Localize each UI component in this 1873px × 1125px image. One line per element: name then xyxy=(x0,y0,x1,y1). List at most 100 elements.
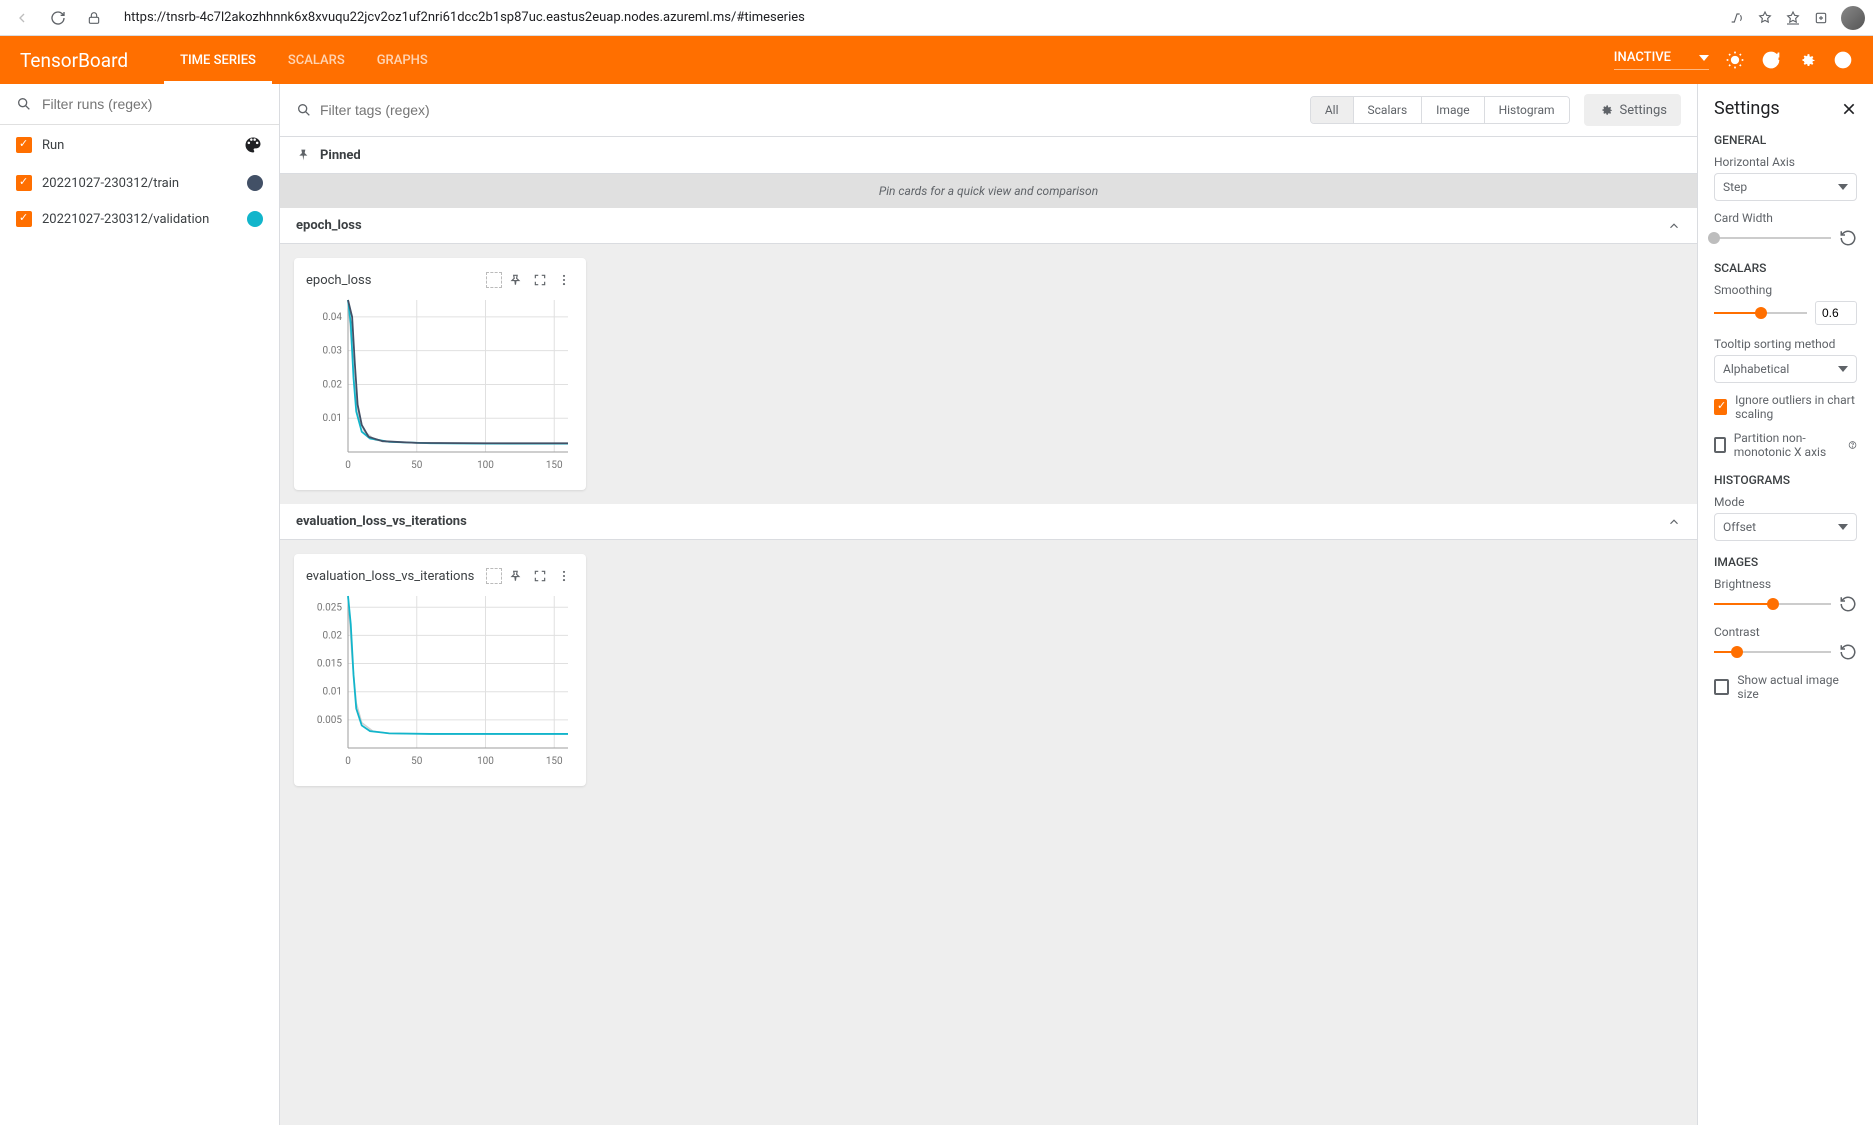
pinned-label: Pinned xyxy=(320,148,361,163)
runs-search-row xyxy=(0,84,279,125)
svg-text:0.01: 0.01 xyxy=(323,413,343,424)
palette-icon[interactable] xyxy=(243,135,263,155)
svg-text:0.04: 0.04 xyxy=(323,312,343,323)
run-row[interactable]: 20221027-230312/validation xyxy=(0,201,279,237)
mode-select[interactable]: Offset xyxy=(1714,513,1857,541)
fullscreen-icon[interactable] xyxy=(530,566,550,586)
hax-label: Horizontal Axis xyxy=(1714,155,1857,169)
brightness-slider[interactable] xyxy=(1714,603,1831,605)
run-row[interactable]: Run xyxy=(0,125,279,165)
svg-text:0.02: 0.02 xyxy=(323,379,343,390)
site-info-icon[interactable] xyxy=(80,4,108,32)
chevron-up-icon xyxy=(1667,515,1681,529)
section-title: epoch_loss xyxy=(296,218,362,233)
read-aloud-icon[interactable] xyxy=(1729,10,1745,26)
app-title: TensorBoard xyxy=(20,49,128,72)
fullscreen-icon[interactable] xyxy=(530,270,550,290)
run-color-dot[interactable] xyxy=(247,211,263,227)
chevron-down-icon xyxy=(1699,55,1709,61)
tag-pill-image[interactable]: Image xyxy=(1422,97,1484,123)
fit-icon[interactable] xyxy=(486,272,502,288)
nav-tab-graphs[interactable]: GRAPHS xyxy=(361,36,444,84)
pin-icon xyxy=(296,147,312,163)
hax-select[interactable]: Step xyxy=(1714,173,1857,201)
browser-reload-button[interactable] xyxy=(44,4,72,32)
histograms-section-label: HISTOGRAMS xyxy=(1714,473,1857,487)
tags-search-input[interactable] xyxy=(320,102,520,118)
nav-tab-scalars[interactable]: SCALARS xyxy=(272,36,361,84)
run-name: 20221027-230312/validation xyxy=(42,212,237,227)
partition-checkbox[interactable]: Partition non-monotonic X axis xyxy=(1714,431,1857,459)
images-section-label: IMAGES xyxy=(1714,555,1857,569)
collections-icon[interactable] xyxy=(1813,10,1829,26)
run-color-dot[interactable] xyxy=(247,175,263,191)
svg-text:0.02: 0.02 xyxy=(323,630,343,641)
card-width-slider[interactable] xyxy=(1714,237,1831,239)
runs-search-input[interactable] xyxy=(42,96,263,112)
pin-icon[interactable] xyxy=(506,566,526,586)
svg-text:0.03: 0.03 xyxy=(323,346,343,357)
run-name: 20221027-230312/train xyxy=(42,176,237,191)
close-icon[interactable] xyxy=(1841,101,1857,117)
search-icon xyxy=(296,102,312,118)
profile-avatar[interactable] xyxy=(1841,6,1865,30)
settings-gear-icon[interactable] xyxy=(1797,50,1817,70)
chart-card: evaluation_loss_vs_iterations 0501001500… xyxy=(294,554,586,786)
pin-hint-text: Pin cards for a quick view and compariso… xyxy=(280,174,1697,208)
help-icon[interactable] xyxy=(1833,50,1853,70)
smoothing-label: Smoothing xyxy=(1714,283,1857,297)
svg-text:50: 50 xyxy=(411,460,423,471)
svg-text:50: 50 xyxy=(411,756,423,767)
pinned-section-header: Pinned xyxy=(280,137,1697,174)
tooltip-sort-select[interactable]: Alphabetical xyxy=(1714,355,1857,383)
run-row[interactable]: 20221027-230312/train xyxy=(0,165,279,201)
svg-text:0: 0 xyxy=(345,460,351,471)
section-header[interactable]: evaluation_loss_vs_iterations xyxy=(280,504,1697,540)
refresh-icon[interactable] xyxy=(1761,50,1781,70)
status-dropdown[interactable]: INACTIVE xyxy=(1614,50,1709,70)
more-icon[interactable] xyxy=(554,270,574,290)
gear-icon xyxy=(1598,102,1614,118)
section-title: evaluation_loss_vs_iterations xyxy=(296,514,467,529)
run-checkbox[interactable] xyxy=(16,137,32,153)
section-header[interactable]: epoch_loss xyxy=(280,208,1697,244)
content-area: AllScalarsImageHistogram Settings Pinned… xyxy=(280,84,1697,1125)
ignore-outliers-checkbox[interactable]: Ignore outliers in chart scaling xyxy=(1714,393,1857,421)
help-icon[interactable] xyxy=(1848,438,1857,452)
restore-icon[interactable] xyxy=(1839,229,1857,247)
scalars-section-label: SCALARS xyxy=(1714,261,1857,275)
chart: 0501001500.010.020.030.04 xyxy=(306,294,574,474)
chevron-down-icon xyxy=(1838,184,1848,190)
smoothing-slider[interactable] xyxy=(1714,312,1807,314)
tag-pill-all[interactable]: All xyxy=(1311,97,1354,123)
fit-icon[interactable] xyxy=(486,568,502,584)
svg-text:0.005: 0.005 xyxy=(317,715,342,726)
favorites-bar-icon[interactable] xyxy=(1785,10,1801,26)
chart: 0501001500.0050.010.0150.020.025 xyxy=(306,590,574,770)
svg-text:0: 0 xyxy=(345,756,351,767)
address-bar[interactable]: https://tnsrb-4c7l2akozhhnnk6x8xvuqu22jc… xyxy=(116,4,1721,32)
tag-pill-scalars[interactable]: Scalars xyxy=(1354,97,1423,123)
actual-size-checkbox[interactable]: Show actual image size xyxy=(1714,673,1857,701)
brightness-icon[interactable] xyxy=(1725,50,1745,70)
svg-text:0.025: 0.025 xyxy=(317,602,342,613)
restore-icon[interactable] xyxy=(1839,595,1857,613)
favorite-icon[interactable] xyxy=(1757,10,1773,26)
settings-panel-title: Settings xyxy=(1714,98,1841,119)
chevron-down-icon xyxy=(1838,524,1848,530)
smoothing-input[interactable] xyxy=(1815,301,1857,325)
url-text: https://tnsrb-4c7l2akozhhnnk6x8xvuqu22jc… xyxy=(124,10,805,25)
chart-card: epoch_loss 0501001500.010.020.030.04 xyxy=(294,258,586,490)
contrast-slider[interactable] xyxy=(1714,651,1831,653)
more-icon[interactable] xyxy=(554,566,574,586)
browser-back-button[interactable] xyxy=(8,4,36,32)
run-checkbox[interactable] xyxy=(16,211,32,227)
pin-icon[interactable] xyxy=(506,270,526,290)
tag-pill-histogram[interactable]: Histogram xyxy=(1485,97,1569,123)
settings-panel-toggle[interactable]: Settings xyxy=(1584,94,1681,126)
settings-panel: Settings GENERAL Horizontal Axis Step Ca… xyxy=(1697,84,1873,1125)
restore-icon[interactable] xyxy=(1839,643,1857,661)
nav-tab-time-series[interactable]: TIME SERIES xyxy=(164,36,272,84)
run-checkbox[interactable] xyxy=(16,175,32,191)
card-title: evaluation_loss_vs_iterations xyxy=(306,569,482,584)
